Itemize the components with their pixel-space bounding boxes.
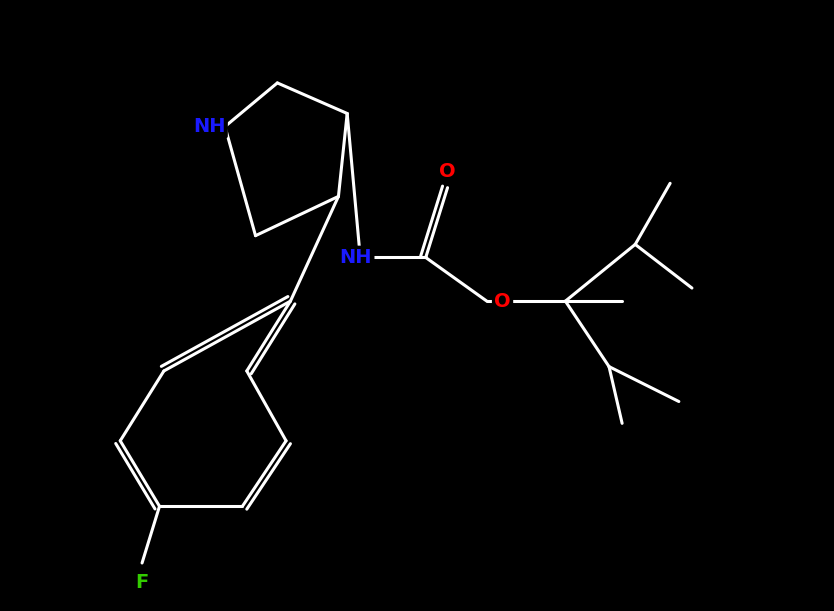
Text: F: F [135,573,148,591]
Text: O: O [495,291,511,310]
Text: O: O [440,163,456,181]
Text: NH: NH [339,248,372,267]
Text: NH: NH [193,117,225,136]
